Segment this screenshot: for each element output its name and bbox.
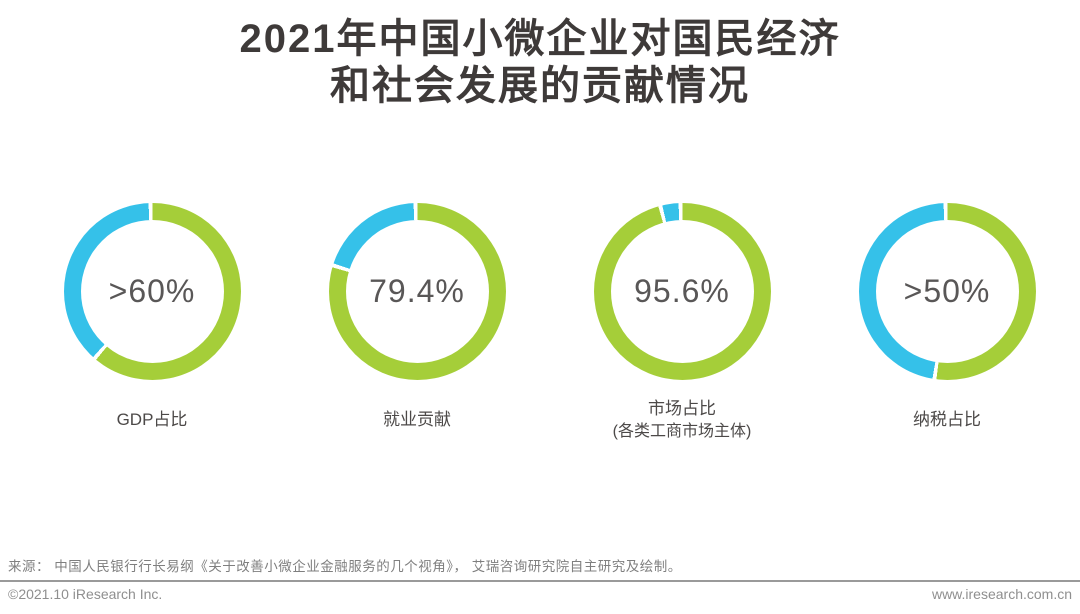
- copyright-text: ©2021.10 iResearch Inc.: [8, 586, 163, 602]
- chart-label-wrap: 就业贡献: [383, 394, 451, 446]
- title-line-2: 和社会发展的贡献情况: [330, 64, 750, 109]
- source-note: 来源： 中国人民银行行长易纲《关于改善小微企业金融服务的几个视角》， 艾瑞咨询研…: [8, 559, 682, 574]
- chart-label-wrap: GDP占比: [117, 394, 188, 446]
- chart-item-employment: 79.4% 就业贡献: [297, 203, 537, 446]
- chart-sublabel-market: (各类工商市场主体): [612, 423, 752, 441]
- chart-item-gdp: >60% GDP占比: [32, 203, 272, 446]
- donut-value-market: 95.6%: [634, 273, 730, 310]
- chart-label-employment: 就业贡献: [383, 409, 451, 429]
- chart-item-market: 95.6% 市场占比 (各类工商市场主体): [562, 203, 802, 446]
- chart-label-gdp: GDP占比: [116, 409, 188, 429]
- chart-label-market: 市场占比: [647, 399, 716, 419]
- donut-value-tax: >50%: [903, 273, 991, 310]
- donut-ring-tax: >50%: [858, 203, 1036, 381]
- chart-item-tax: >50% 纳税占比: [827, 203, 1067, 446]
- donut-charts-row: >60% GDP占比 79.4% 就业贡献 95.6% 市场占比 (各类工商市场…: [0, 203, 1080, 446]
- donut-value-gdp: >60%: [108, 273, 196, 310]
- page-title: 2021年中国小微企业对国民经济 和社会发展的贡献情况: [0, 16, 1080, 110]
- chart-label-wrap: 纳税占比: [913, 394, 981, 446]
- chart-label-tax: 纳税占比: [913, 409, 981, 429]
- donut-ring-market: 95.6%: [593, 203, 771, 381]
- title-line-1: 2021年中国小微企业对国民经济: [239, 17, 841, 61]
- donut-ring-gdp: >60%: [63, 203, 241, 381]
- website-url: www.iresearch.com.cn: [931, 586, 1072, 602]
- donut-value-employment: 79.4%: [369, 273, 465, 310]
- chart-label-wrap: 市场占比 (各类工商市场主体): [613, 394, 752, 446]
- footer-bar: ©2021.10 iResearch Inc. www.iresearch.co…: [8, 586, 1072, 602]
- donut-ring-employment: 79.4%: [328, 203, 506, 381]
- footer-divider: [0, 580, 1080, 582]
